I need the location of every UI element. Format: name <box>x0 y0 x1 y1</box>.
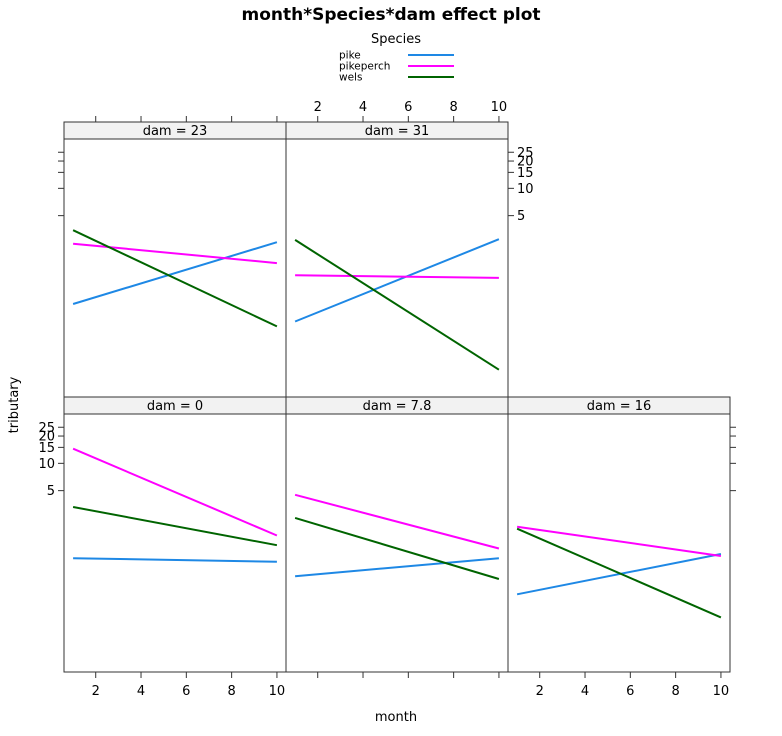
series-line-pike <box>294 238 500 323</box>
y-axis-right-row2 <box>730 426 736 492</box>
x-axis-bottom-col3: 2 4 6 8 10 <box>536 672 730 699</box>
panel-border <box>63 138 287 398</box>
y-tick-label: 15 <box>517 166 534 181</box>
series-line-pike <box>72 241 278 305</box>
y-tick-label: 5 <box>47 484 55 499</box>
x-tick-label: 8 <box>227 684 235 699</box>
x-tick-label: 4 <box>359 100 367 115</box>
panel-strip-label: dam = 16 <box>587 399 652 414</box>
y-tick-label: 25 <box>517 146 534 161</box>
y-axis-left-row1 <box>58 151 64 217</box>
series-line-wels <box>72 229 278 328</box>
x-tick-label: 8 <box>671 684 679 699</box>
y-tick-label: 25 <box>38 421 55 436</box>
panel-strip-label: dam = 23 <box>143 124 208 139</box>
series-line-pikeperch <box>73 242 277 265</box>
y-tick-label: 10 <box>38 457 55 472</box>
y-tick-label: 15 <box>38 441 55 456</box>
x-tick-label: 10 <box>269 684 286 699</box>
series-line-pikeperch <box>72 447 278 537</box>
series-line-pikeperch <box>516 525 722 557</box>
x-tick-label: 2 <box>314 100 322 115</box>
y-tick-label: 20 <box>38 430 55 445</box>
y-tick-label: 5 <box>517 209 525 224</box>
x-tick-label: 10 <box>713 684 730 699</box>
legend-label-pike: pike <box>339 50 361 62</box>
x-axis-top-col1 <box>95 116 278 122</box>
panel-strip-label: dam = 0 <box>147 399 203 414</box>
x-tick-label: 6 <box>404 100 412 115</box>
panel-border <box>285 138 509 398</box>
series-line-pike <box>73 557 277 563</box>
y-axis-label: tributary <box>7 376 22 433</box>
legend-label-wels: wels <box>339 72 362 84</box>
series-line-pike <box>516 553 722 596</box>
series-line-pikeperch <box>295 274 499 279</box>
panel-0: dam = 23 <box>63 121 287 398</box>
x-tick-label: 4 <box>581 684 589 699</box>
series-line-pike <box>295 557 499 578</box>
y-tick-label: 10 <box>517 182 534 197</box>
panel-strip-label: dam = 31 <box>365 124 430 139</box>
x-tick-label: 8 <box>449 100 457 115</box>
x-axis-bottom-col1: 2 4 6 8 10 <box>92 672 286 699</box>
panel-strip-label: dam = 7.8 <box>363 399 432 414</box>
panel-2: dam = 0 <box>63 396 287 673</box>
x-axis-bottom-col2 <box>317 672 500 678</box>
x-tick-label: 6 <box>626 684 634 699</box>
x-tick-label: 6 <box>182 684 190 699</box>
panel-border <box>63 413 287 673</box>
x-tick-label: 10 <box>491 100 508 115</box>
series-line-wels <box>294 516 500 580</box>
legend-label-pikeperch: pikeperch <box>339 61 390 73</box>
panel-border <box>507 413 731 673</box>
panel-4: dam = 16 <box>507 396 731 673</box>
series-line-pikeperch <box>294 493 500 550</box>
series-line-wels <box>516 527 722 619</box>
y-tick-label: 20 <box>517 155 534 170</box>
x-axis-label: month <box>375 710 417 725</box>
chart-title: month*Species*dam effect plot <box>241 5 540 25</box>
series-line-wels <box>294 239 500 371</box>
x-tick-label: 4 <box>137 684 145 699</box>
legend-title: Species <box>371 32 421 47</box>
x-tick-label: 2 <box>536 684 544 699</box>
x-axis-top-col2: 2 4 6 8 10 <box>314 100 508 122</box>
x-tick-label: 2 <box>92 684 100 699</box>
panel-3: dam = 7.8 <box>285 396 509 673</box>
panel-1: dam = 31 <box>285 121 509 398</box>
series-line-wels <box>72 506 278 547</box>
panels: dam = 23 dam = 31 dam = 0 dam = 7.8 dam = 16 <box>63 121 731 673</box>
